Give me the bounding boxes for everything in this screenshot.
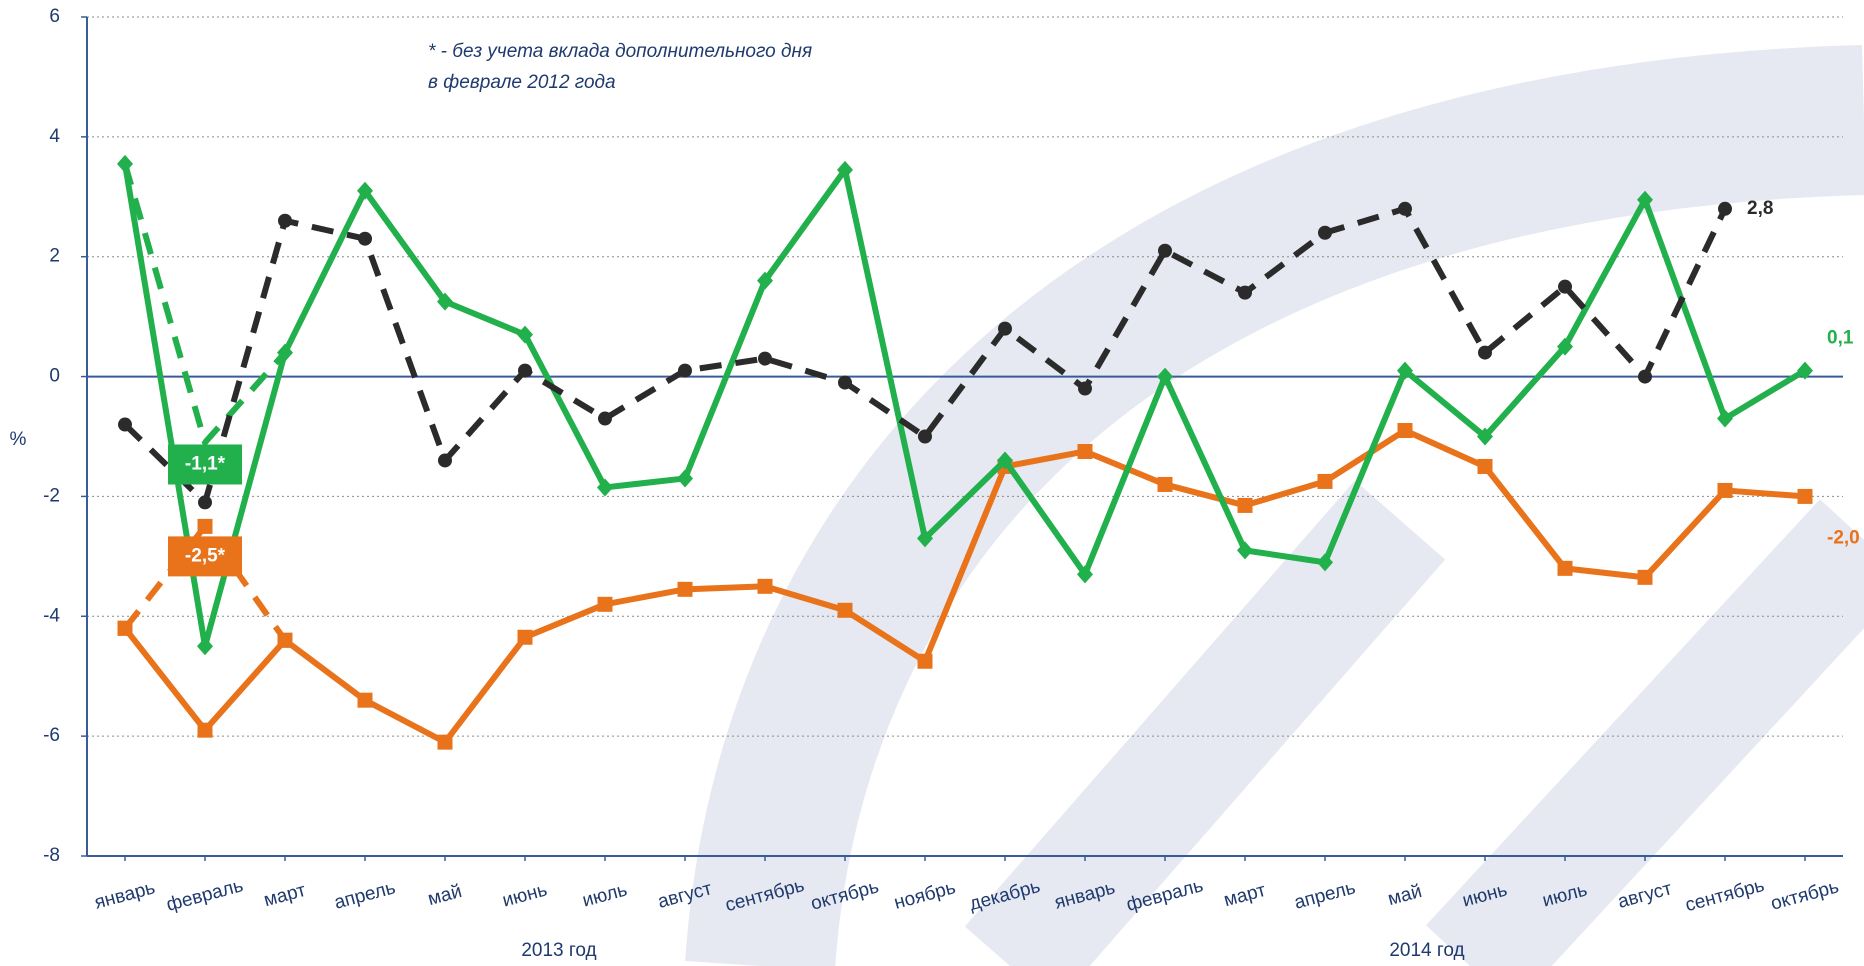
- point: [278, 214, 292, 228]
- x-tick-label: июль: [580, 879, 629, 911]
- point: [1238, 286, 1252, 300]
- point: [598, 412, 612, 426]
- point: [1318, 474, 1333, 489]
- group-label: 2013 год: [521, 940, 596, 961]
- point: [1638, 570, 1653, 585]
- point: [1318, 226, 1332, 240]
- point: [758, 579, 773, 594]
- y-axis-label: %: [10, 429, 27, 450]
- x-tick-label: апрель: [1292, 877, 1358, 913]
- point: [438, 453, 452, 467]
- y-tick-label: -6: [43, 725, 60, 746]
- value-label: -2,5*: [185, 545, 226, 566]
- point: [1558, 561, 1573, 576]
- point: [1078, 382, 1092, 396]
- point: [518, 630, 533, 645]
- x-tick-label: май: [426, 881, 465, 910]
- point: [358, 693, 373, 708]
- point: [118, 418, 132, 432]
- y-tick-label: -4: [43, 605, 60, 626]
- y-tick-label: -2: [43, 485, 60, 506]
- value-label: -2,0: [1827, 527, 1860, 548]
- point: [918, 430, 932, 444]
- y-tick-label: 6: [49, 6, 60, 27]
- y-tick-label: 4: [49, 126, 60, 147]
- x-tick-label: июнь: [500, 880, 549, 912]
- point: [758, 352, 772, 366]
- chart: % * - без учета вклада дополнительного д…: [0, 0, 1864, 966]
- value-label: 0,1: [1827, 328, 1854, 349]
- point: [918, 654, 933, 669]
- point: [678, 582, 693, 597]
- x-tick-label: май: [1386, 881, 1425, 910]
- point: [1078, 444, 1093, 459]
- x-tick-label: январь: [92, 877, 157, 913]
- point: [1478, 459, 1493, 474]
- point: [838, 376, 852, 390]
- point: [1158, 244, 1172, 258]
- value-label: -1,1*: [185, 454, 226, 475]
- annotation: в феврале 2012 года: [428, 72, 616, 93]
- x-tick-label: март: [262, 880, 309, 911]
- x-tick-label: апрель: [332, 877, 398, 913]
- point: [1238, 498, 1253, 513]
- point: [678, 364, 692, 378]
- point: [598, 597, 613, 612]
- page: {"chart_data": { "type": "line", "y_labe…: [0, 0, 1864, 966]
- x-tick-label: ноябрь: [892, 877, 958, 914]
- point: [438, 735, 453, 750]
- point: [1718, 483, 1733, 498]
- x-tick-label: февраль: [164, 875, 245, 916]
- point: [1398, 202, 1412, 216]
- x-tick-label: март: [1222, 880, 1269, 911]
- point: [1158, 477, 1173, 492]
- point: [518, 364, 532, 378]
- point: [278, 633, 293, 648]
- point: [197, 637, 213, 655]
- x-tick-label: сентябрь: [1683, 875, 1767, 916]
- value-label: 2,8: [1747, 198, 1773, 219]
- point: [1638, 370, 1652, 384]
- y-tick-label: 0: [49, 366, 60, 387]
- point: [117, 155, 133, 173]
- point: [198, 519, 213, 534]
- point: [1558, 280, 1572, 294]
- y-tick-label: 2: [49, 246, 60, 267]
- point: [198, 495, 212, 509]
- point: [1718, 202, 1732, 216]
- point: [118, 621, 133, 636]
- annotation: * - без учета вклада дополнительного дня: [428, 41, 812, 62]
- point: [1398, 423, 1413, 438]
- group-label: 2014 год: [1389, 940, 1464, 961]
- point: [198, 723, 213, 738]
- point: [998, 322, 1012, 336]
- point: [838, 603, 853, 618]
- point: [1798, 489, 1813, 504]
- y-tick-label: -8: [43, 845, 60, 866]
- point: [1478, 346, 1492, 360]
- x-tick-label: октябрь: [1769, 876, 1842, 914]
- point: [358, 232, 372, 246]
